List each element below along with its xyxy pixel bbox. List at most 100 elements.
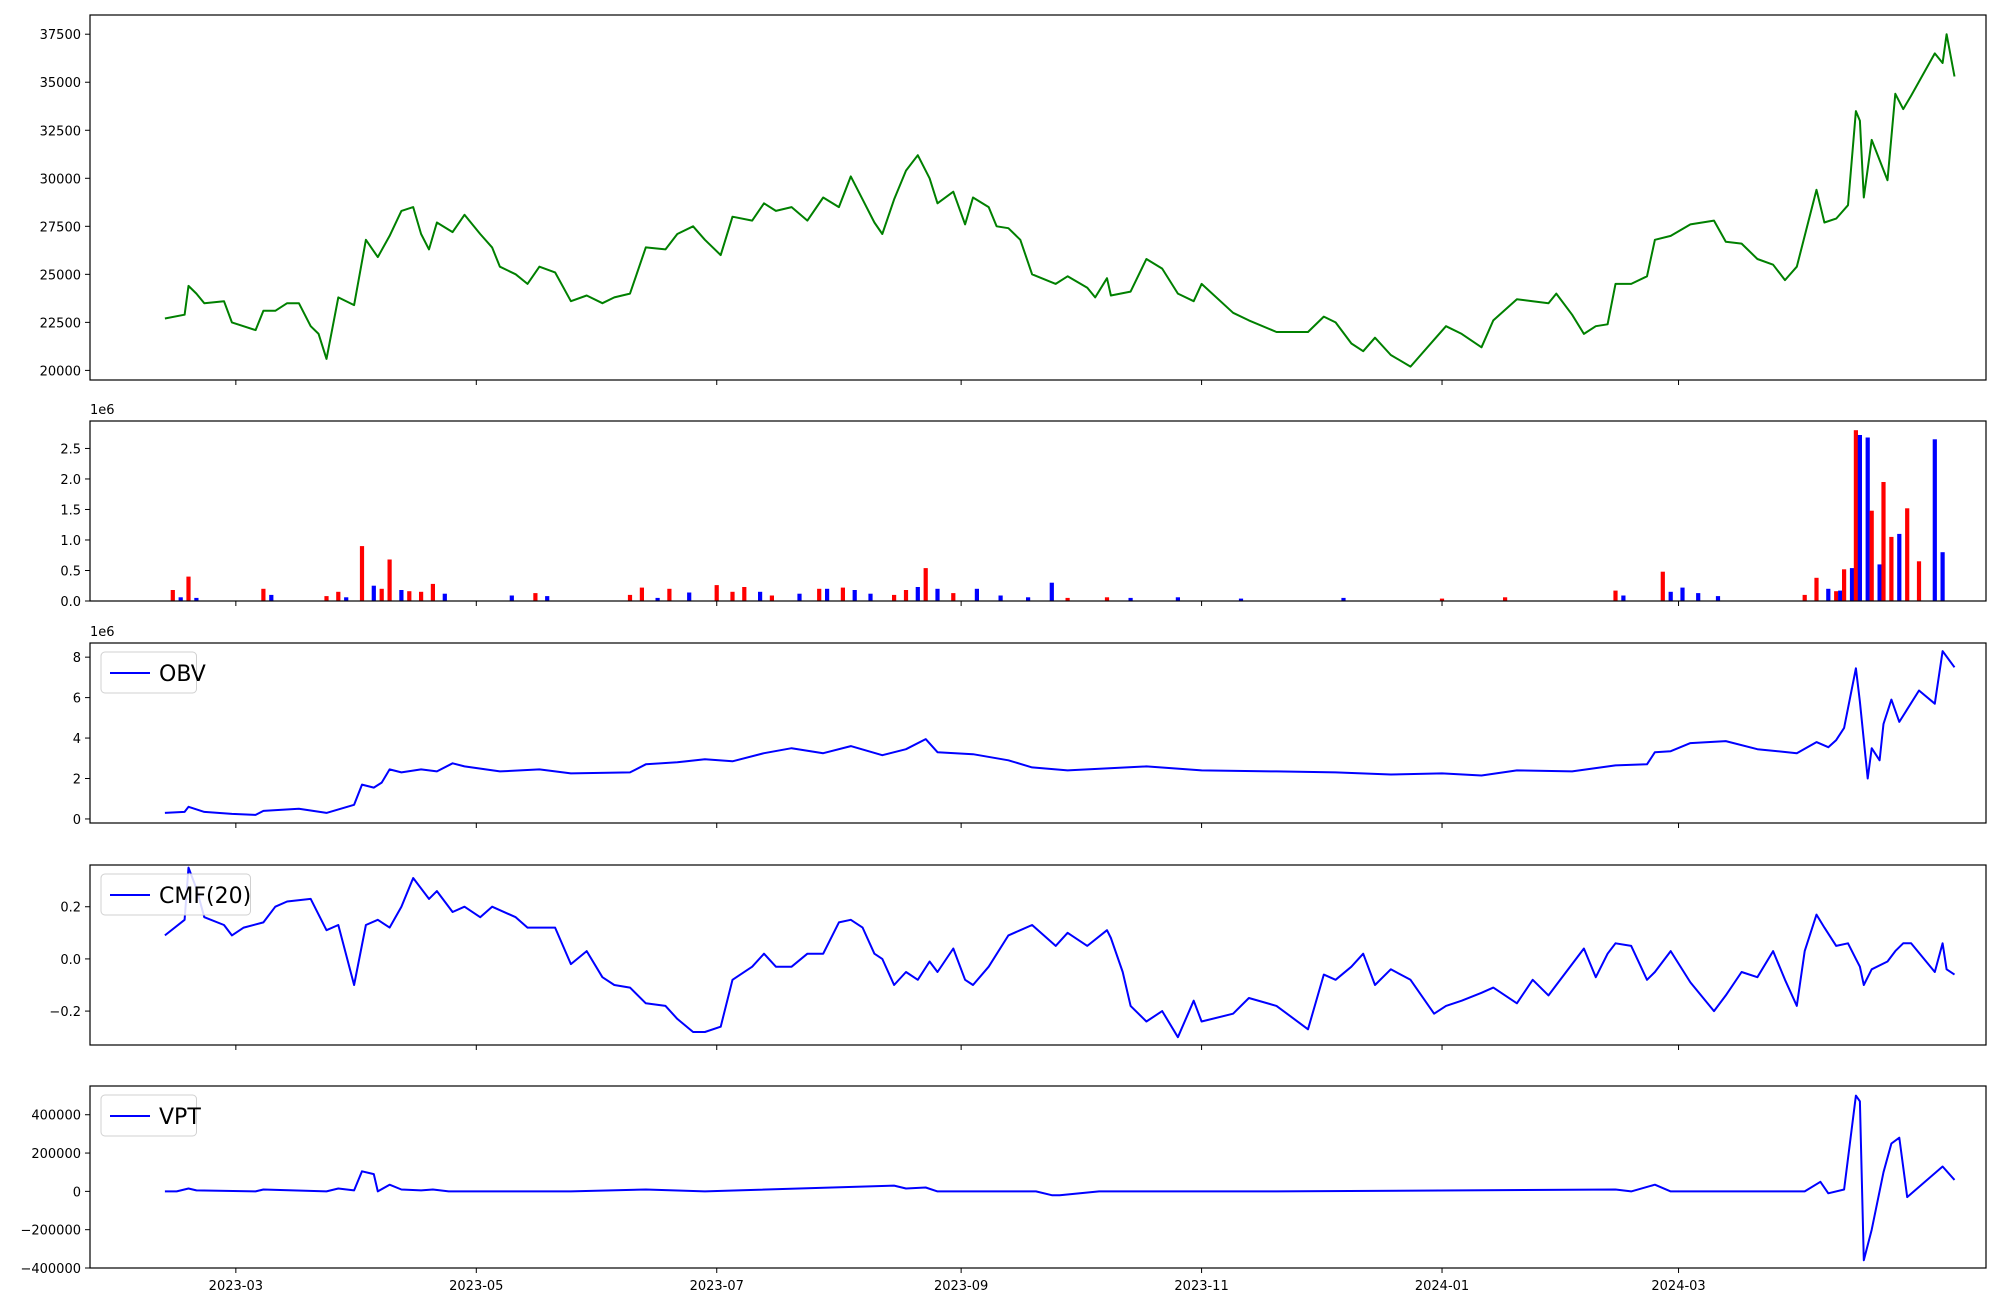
volume-bar [817,588,822,601]
volume-bar [1660,571,1665,601]
volume-bar [407,591,412,601]
price-panel: 20000 22500 25000 27500 30000 32500 35000 37500 [40,14,1987,385]
volume-ytick-label: 1.0 [60,534,81,549]
volume-bar [1842,569,1847,601]
volume-bar [951,593,956,601]
xtick-label: 2023-05 [449,1279,503,1294]
volume-bar [714,585,719,601]
legend-label: VPT [159,1105,201,1130]
volume-ytick-label: 2.0 [60,473,81,488]
volume-ytick-label: 0.5 [60,564,81,579]
cmf-legend: CMF(20) [100,873,251,916]
volume-bar [1897,533,1902,601]
obv-axes-frame [89,642,1987,824]
volume-bar [1104,597,1110,601]
volume-bar [430,583,435,601]
volume-bar [442,593,447,601]
price-ytick-label: 25000 [40,268,81,283]
xtick-label: 2023-03 [209,1279,263,1294]
price-ytick-label: 32500 [40,124,81,139]
volume-bar [1916,561,1922,601]
volume-bar [1865,437,1870,601]
volume-bar [1849,568,1855,601]
volume-bar [1026,597,1031,601]
price-series-line [164,33,1956,368]
cmf-ytick-label: 0.0 [60,953,81,968]
volume-axes-frame [89,420,1987,602]
xtick-label: 2024-03 [1651,1279,1705,1294]
volume-bar [371,585,376,601]
volume-bar [627,594,633,601]
volume-bar [1715,596,1721,601]
volume-bar [1802,594,1807,601]
cmf-panel: −0.2 0.0 0.2 CMF(20) [49,864,1987,1050]
obv-plot-area [164,650,1956,816]
legend-box [100,873,251,916]
volume-bar [655,597,660,601]
volume-bar [974,588,979,601]
volume-bar [1877,564,1882,601]
vpt-legend: VPT [100,1094,201,1137]
volume-ytick-label: 0.0 [60,595,81,610]
volume-bar [1238,598,1244,601]
volume-panel: 0.0 0.5 1.0 1.5 2.0 2.5 1e6 [60,403,1987,610]
obv-legend: OBV [100,651,206,694]
volume-ytick-label: 1.5 [60,503,81,518]
volume-bar [379,588,384,601]
price-ytick-label: 37500 [40,28,81,43]
xtick-label: 2023-11 [1174,1279,1228,1294]
vpt-ytick-label: 400000 [31,1109,81,1124]
cmf-ytick-label: −0.2 [49,1005,81,1020]
obv-ytick-label: 8 [73,651,81,666]
cmf-ytick-label: 0.2 [60,901,81,916]
obv-ytick-label: 4 [73,732,81,747]
volume-bar [1503,597,1508,601]
volume-bar [1621,595,1626,601]
obv-panel: 0 2 4 6 8 1e6 OBV [73,625,1987,828]
volume-bar [1932,439,1937,601]
obv-offset-label: 1e6 [90,625,115,640]
cmf-plot-area [164,866,1956,1039]
volume-bar [1439,598,1445,601]
volume-bar [1814,577,1819,601]
price-ytick-label: 35000 [40,76,81,91]
volume-bar [1857,435,1862,601]
volume-bar [915,587,920,601]
obv-ytick-label: 0 [73,813,81,828]
vpt-ytick-label: −400000 [20,1262,81,1277]
volume-bar [840,587,845,601]
volume-bar [892,594,897,601]
volume-bar [399,590,404,601]
volume-bar [336,591,341,601]
volume-bar [667,588,672,601]
price-ytick-label: 22500 [40,316,81,331]
volume-bar [742,587,747,601]
volume-bar [324,596,329,601]
volume-bar [1696,593,1701,601]
cmf-axes-frame [89,864,1987,1046]
obv-ytick-label: 6 [73,692,81,707]
volume-bar [269,594,274,601]
price-ytick-label: 27500 [40,220,81,235]
volume-plot-area [170,430,1945,601]
volume-bar [359,546,365,601]
vpt-plot-area [164,1094,1956,1262]
volume-bar [825,588,830,601]
volume-bar [1049,582,1054,601]
volume-bar [639,587,644,601]
legend-label: CMF(20) [159,884,251,909]
volume-bar [730,591,735,601]
volume-bar [419,591,424,601]
volume-bar [769,595,774,601]
volume-bar [1668,591,1673,601]
legend-label: OBV [159,662,206,687]
xtick-label: 2023-09 [934,1279,988,1294]
vpt-ytick-label: 0 [73,1185,81,1200]
vpt-ytick-label: 200000 [31,1147,81,1162]
volume-bar [1869,510,1874,601]
volume-bar [387,559,392,601]
volume-bar [797,593,802,601]
obv-ytick-label: 2 [73,773,81,788]
